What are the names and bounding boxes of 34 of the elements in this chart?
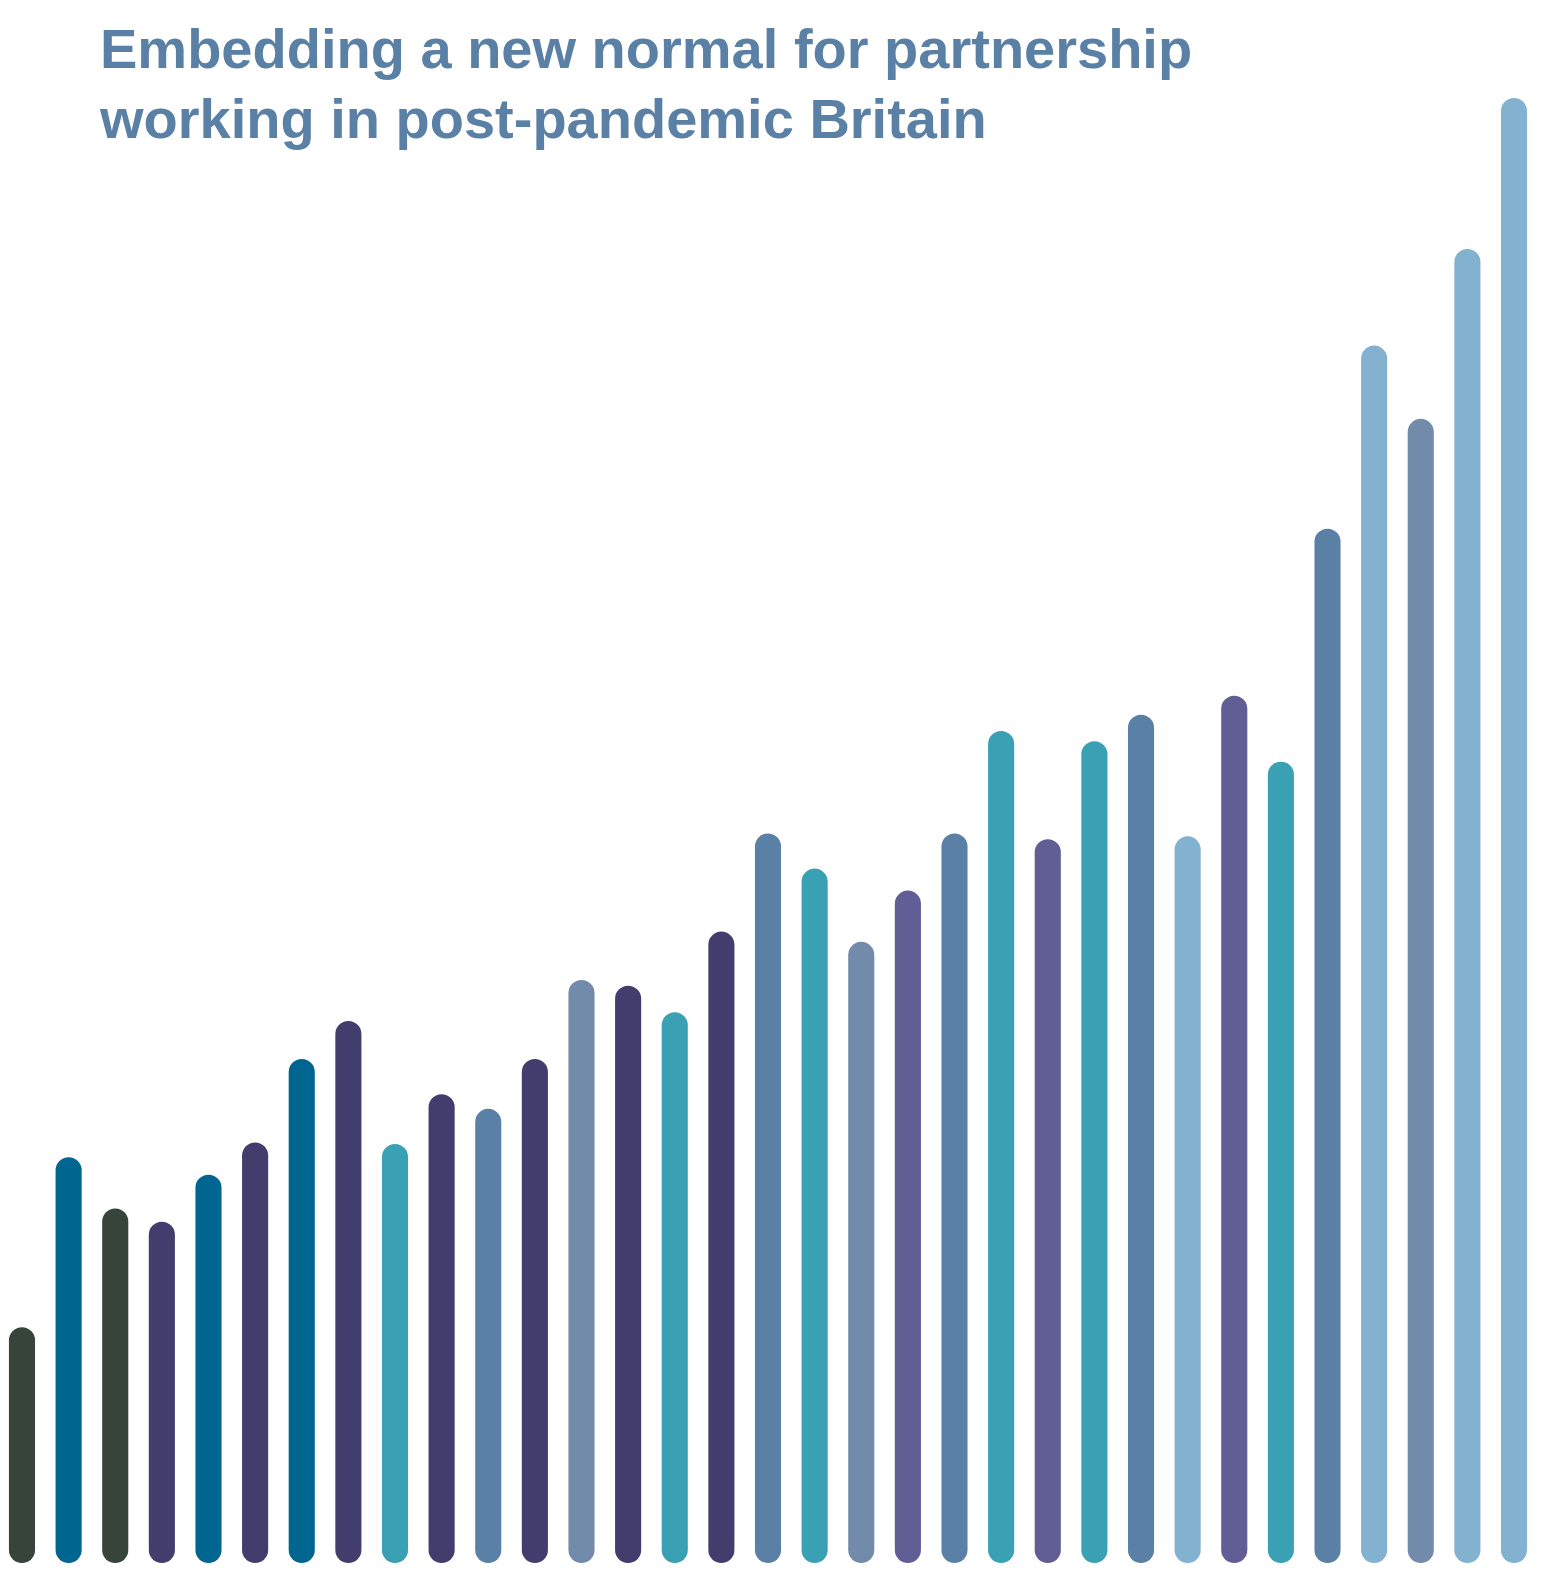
bar xyxy=(521,1059,548,1563)
bar xyxy=(335,1020,362,1563)
bar xyxy=(1081,741,1108,1563)
bar xyxy=(1267,761,1294,1563)
bar xyxy=(475,1108,502,1563)
bar xyxy=(1454,248,1481,1563)
bar xyxy=(754,833,782,1563)
bar xyxy=(242,1142,269,1564)
bar xyxy=(1500,98,1528,1563)
bar xyxy=(8,1327,36,1564)
bar xyxy=(661,1012,688,1563)
bar xyxy=(568,979,595,1563)
bar xyxy=(708,931,735,1563)
bar xyxy=(1174,836,1201,1563)
bar xyxy=(195,1174,222,1564)
bar xyxy=(428,1094,455,1563)
bar xyxy=(1361,345,1388,1564)
bar xyxy=(801,868,828,1563)
bar xyxy=(102,1208,129,1563)
bar xyxy=(1127,714,1155,1563)
bar xyxy=(148,1221,175,1564)
bar xyxy=(615,985,642,1563)
bar xyxy=(381,1144,409,1563)
bar xyxy=(848,941,875,1563)
chart-title: Embedding a new normal for partnership working in post-pandemic Britain xyxy=(99,17,1193,150)
bar xyxy=(1314,528,1341,1563)
bar xyxy=(1221,695,1248,1563)
bar xyxy=(288,1059,315,1563)
bar xyxy=(894,890,921,1563)
bar xyxy=(941,833,968,1563)
bar xyxy=(55,1157,82,1563)
bar xyxy=(1407,418,1434,1564)
bar xyxy=(988,730,1015,1563)
bar xyxy=(1034,839,1061,1563)
